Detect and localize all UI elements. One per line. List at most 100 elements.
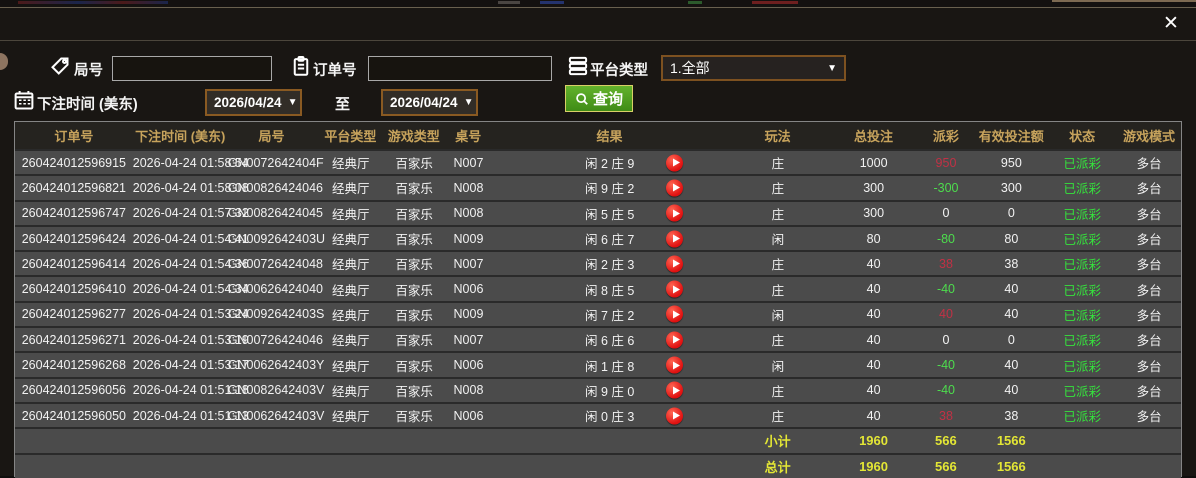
column-header-order: 订单号 [54,129,94,144]
cell-time: 2026-04-24 01:54:36 [132,256,249,271]
table-row: 260424012596821 2026-04-24 01:58:08 GN00… [15,174,1181,200]
cell-payout: -40 [936,383,956,398]
cell-status: 已派彩 [1063,233,1101,248]
cell-round: GN00726424046 [227,332,323,347]
background-remnant [752,1,798,4]
play-video-icon[interactable] [666,381,684,399]
cell-game: 百家乐 [395,258,433,273]
cell-result: 闲 9 庄 2 [494,178,725,197]
cell-mode: 多台 [1136,157,1162,172]
cell-payout: -80 [936,231,956,246]
platform-type-label: 平台类型 [590,63,648,79]
tag-icon [51,57,69,75]
play-video-icon[interactable] [666,230,684,248]
background-remnant [1052,0,1196,2]
bet-records-dialog: ✕ 局号 订单号 平台类型 1.全部 ▼ 下注时间 (美东) 2026/04/2… [0,7,1196,478]
cell-game: 百家乐 [395,334,433,349]
cell-valid: 80 [1004,231,1019,246]
cell-bet: 40 [866,358,881,373]
subtotal-payout: 566 [935,433,957,449]
cell-valid: 950 [1000,155,1022,170]
play-video-icon[interactable] [666,255,684,273]
dialog-header: ✕ [0,8,1196,41]
subtotal-row: 小计 1960 566 1566 [15,427,1181,453]
cell-valid: 38 [1004,256,1019,271]
cell-payout: 40 [939,307,953,322]
cell-game: 百家乐 [395,207,433,222]
side-panel-handle[interactable] [0,53,8,70]
cell-status: 已派彩 [1063,410,1101,425]
result-text: 闲 2 庄 9 [585,157,635,172]
table-row: 260424012596050 2026-04-24 01:51:13 GN00… [15,401,1181,428]
cell-status: 已派彩 [1063,258,1101,273]
cell-mode: 多台 [1136,207,1162,222]
cell-table-no: N006 [453,282,484,297]
column-header-payout: 派彩 [932,129,959,144]
cell-platform: 经典厅 [331,207,370,222]
cell-time: 2026-04-24 01:53:17 [132,358,249,373]
subtotal-valid: 1566 [996,433,1026,449]
date-to-picker[interactable]: 2026/04/24 ▼ [381,89,478,116]
cell-result: 闲 9 庄 0 [494,381,725,400]
cell-round: GN0082642403V [227,383,325,398]
calendar-icon [14,91,34,110]
cell-mode: 多台 [1136,308,1162,323]
cell-platform: 经典厅 [331,308,370,323]
play-video-icon[interactable] [666,154,684,172]
cell-order: 260424012596821 [21,180,127,195]
search-button[interactable]: 查询 [565,85,633,112]
subtotal-bet: 1960 [859,433,888,449]
column-header-table-no: 桌号 [455,129,482,144]
clipboard-icon [293,56,309,76]
result-text: 闲 9 庄 0 [585,384,635,399]
cell-order: 260424012596277 [21,307,127,322]
cell-round: GN00726424048 [227,256,323,271]
cell-time: 2026-04-24 01:54:34 [132,282,249,297]
cell-table-no: N007 [453,155,484,170]
order-number-input[interactable] [368,56,552,81]
date-from-picker[interactable]: 2026/04/24 ▼ [205,89,302,116]
cell-round: GN00826424045 [227,206,323,221]
cell-game: 百家乐 [395,308,433,323]
result-text: 闲 0 庄 3 [585,410,635,425]
platform-type-select[interactable]: 1.全部 ▼ [661,55,846,81]
bet-time-label: 下注时间 (美东) [37,97,138,113]
cell-payout: 0 [942,332,950,347]
platform-type-value: 1.全部 [670,60,710,76]
cell-bet-side: 闲 [771,308,785,323]
cell-payout: -300 [933,180,959,195]
play-video-icon[interactable] [666,204,684,222]
cell-status: 已派彩 [1063,207,1101,222]
play-video-icon[interactable] [666,407,684,425]
background-remnant [498,1,520,4]
result-text: 闲 9 庄 2 [585,182,635,197]
cell-game: 百家乐 [395,182,433,197]
cell-result: 闲 2 庄 3 [494,254,725,273]
column-header-game: 游戏类型 [387,129,440,144]
cell-game: 百家乐 [395,157,433,172]
cell-table-no: N008 [453,383,484,398]
round-number-input[interactable] [112,56,272,81]
column-header-result: 结果 [596,129,623,144]
play-video-icon[interactable] [666,356,684,374]
cell-order: 260424012596424 [21,231,127,246]
cell-valid: 40 [1004,358,1019,373]
subtotal-label: 小计 [764,434,791,450]
play-video-icon[interactable] [666,280,684,298]
cell-status: 已派彩 [1063,283,1101,298]
play-video-icon[interactable] [666,179,684,197]
table-row: 260424012596277 2026-04-24 01:53:24 GN00… [15,300,1181,327]
chevron-down-icon: ▼ [287,97,298,108]
play-video-icon[interactable] [666,305,684,323]
cell-platform: 经典厅 [331,334,370,349]
cell-order: 260424012596410 [21,282,127,297]
cell-game: 百家乐 [395,359,433,374]
result-text: 闲 5 庄 5 [585,207,635,222]
play-video-icon[interactable] [666,331,684,349]
close-icon[interactable]: ✕ [1163,13,1179,34]
result-text: 闲 6 庄 7 [585,233,635,248]
cell-round: GN0092642403U [227,231,326,246]
result-text: 闲 1 庄 8 [585,359,635,374]
cell-game: 百家乐 [395,410,433,425]
cell-platform: 经典厅 [331,182,370,197]
